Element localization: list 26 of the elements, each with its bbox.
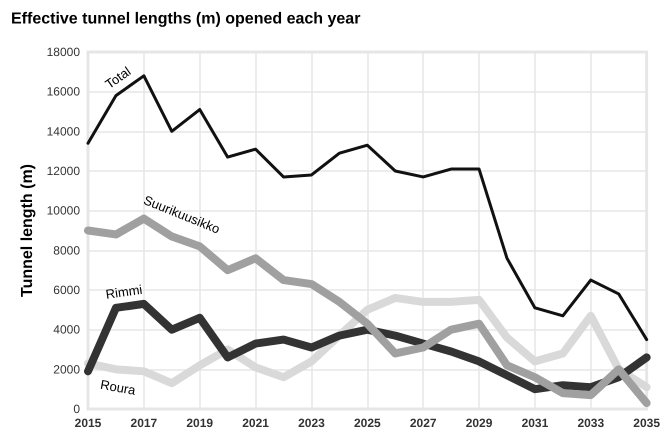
text: Rimmi (104, 282, 144, 302)
y-tick-label: 12000 (46, 164, 80, 178)
text: Total (102, 64, 134, 92)
y-tick-label: 4000 (53, 322, 80, 337)
x-tick-label: 2029 (466, 416, 493, 430)
x-tick-label: 2023 (298, 416, 326, 430)
x-tick-label: 2035 (633, 416, 660, 430)
x-tick-label: 2019 (186, 416, 214, 430)
x-tick-label: 2025 (354, 416, 381, 430)
y-tick-label: 10000 (46, 204, 80, 218)
y-tick-label: 18000 (46, 45, 80, 59)
y-tick-label: 6000 (53, 283, 80, 297)
x-tick-label: 2015 (74, 416, 102, 430)
chart-title: Effective tunnel lengths (m) opened each year (11, 10, 360, 28)
x-tick-label: 2017 (130, 416, 158, 430)
y-tick-label: 16000 (46, 84, 80, 99)
x-tick-label: 2033 (577, 416, 604, 430)
x-tick-label: 2021 (242, 416, 270, 430)
y-tick-label: 8000 (53, 243, 80, 258)
text: Roura (99, 376, 138, 398)
y-tick-label: 14000 (46, 124, 80, 138)
y-axis-title: Tunnel length (m) (19, 164, 36, 298)
x-tick-label: 2027 (410, 416, 437, 430)
x-tick-label: 2031 (522, 416, 549, 430)
y-tick-label: 2000 (53, 362, 80, 376)
y-tick-label: 0 (73, 402, 80, 416)
